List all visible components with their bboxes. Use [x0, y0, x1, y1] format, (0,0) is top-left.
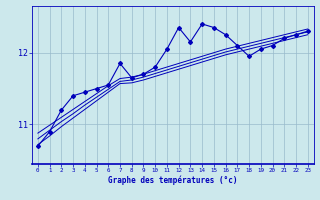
X-axis label: Graphe des températures (°c): Graphe des températures (°c)	[108, 176, 237, 185]
